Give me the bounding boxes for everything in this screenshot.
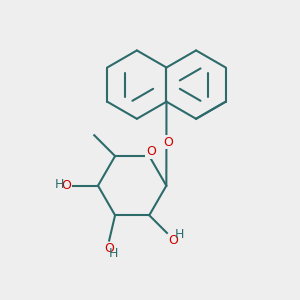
Text: O: O: [163, 136, 173, 149]
Text: H: H: [55, 178, 64, 191]
Text: O: O: [104, 242, 114, 255]
Text: O: O: [61, 179, 71, 192]
Text: O: O: [168, 234, 178, 248]
Text: H: H: [175, 228, 184, 241]
Text: O: O: [146, 145, 156, 158]
Text: H: H: [109, 247, 118, 260]
